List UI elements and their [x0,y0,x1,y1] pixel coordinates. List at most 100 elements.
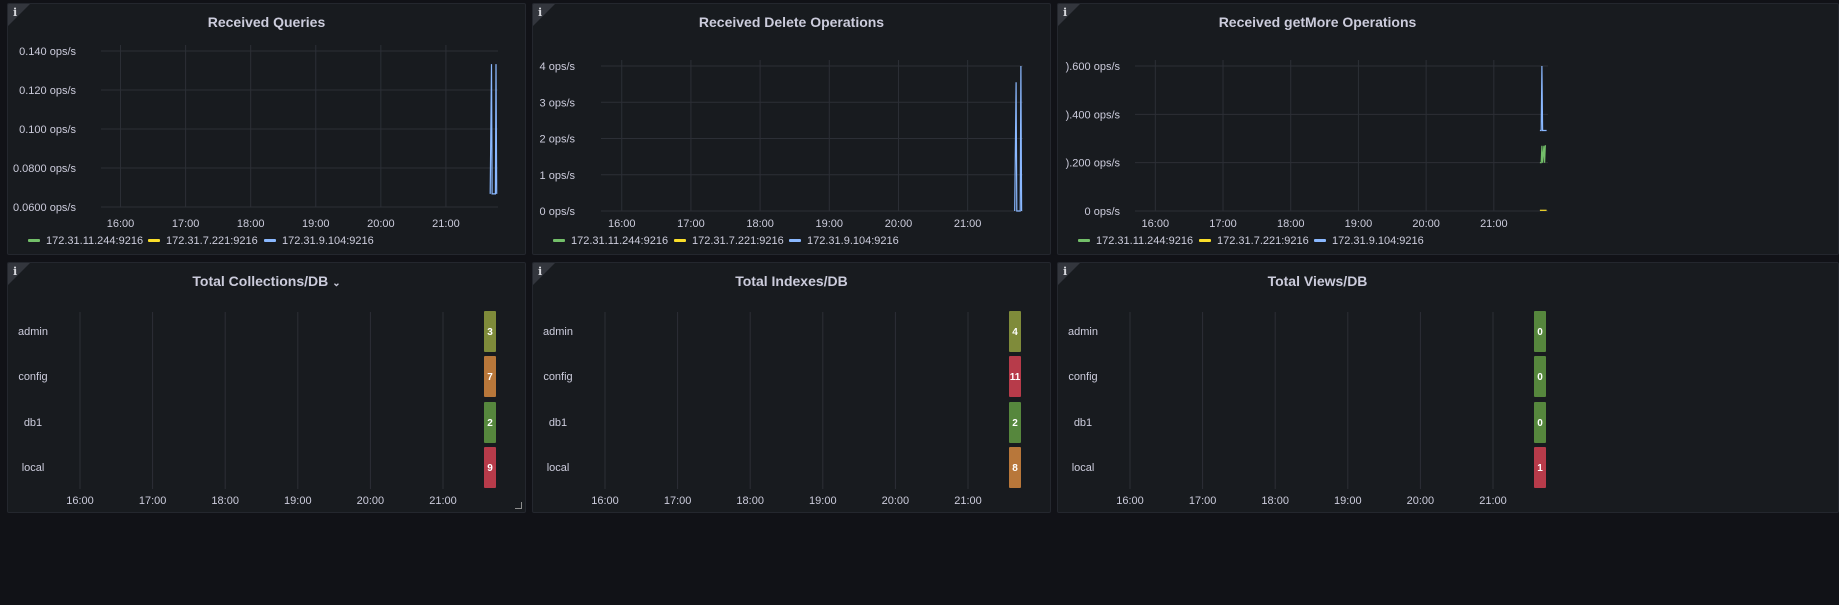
x-tick-label: 19:00 [1345,218,1373,230]
legend-swatch [1314,239,1326,242]
row-label: admin [1068,326,1098,338]
value-label: 9 [487,463,493,474]
x-tick-label: 19:00 [284,495,312,507]
x-tick-label: 16:00 [1116,495,1144,507]
x-tick-label: 17:00 [139,495,167,507]
y-tick-label: 0.100 ops/s [19,124,76,136]
x-tick-label: 18:00 [746,218,774,230]
x-tick-label: 20:00 [885,218,913,230]
x-tick-label: 18:00 [1261,495,1289,507]
x-tick-label: 20:00 [367,218,395,230]
panel-title-text[interactable]: Total Collections/DB [192,273,329,289]
x-tick-label: 17:00 [677,218,705,230]
x-tick-label: 19:00 [1334,495,1362,507]
row-label: local [547,462,570,474]
status-history-chart: 16:00 17:00 18:00 19:00 20:00 21:00 admin 3 conf… [18,311,496,507]
info-icon[interactable]: i [13,265,18,278]
row-label: local [22,462,45,474]
value-label: 2 [487,418,493,429]
legend-label: 172.31.11.244:9216 [571,235,668,247]
value-cell [1534,356,1546,397]
info-icon[interactable]: i [13,6,18,19]
legend-swatch [148,239,160,242]
row-label: config [1068,371,1097,383]
info-corner[interactable] [533,4,555,26]
value-label: 1 [1537,463,1543,474]
info-corner[interactable] [1058,4,1080,26]
panel-total-collections-db[interactable]: i Total Collections/DB ⌄ 16:00 17:00 18:00 1… [7,262,526,513]
timeseries-chart: ).600 ops/s).400 ops/s).200 ops/s 0 ops/s… [1066,60,1548,247]
x-tick-label: 16:00 [608,218,636,230]
series-line [1014,65,1023,212]
y-tick-label: ).400 ops/s [1066,109,1121,121]
legend-swatch [553,239,565,242]
legend-label: 172.31.9.104:9216 [807,235,899,247]
panel-title[interactable]: Total Collections/DB ⌄ [8,273,525,289]
info-corner[interactable] [8,4,30,26]
y-tick-label: 1 ops/s [540,170,576,182]
value-label: 0 [1537,418,1543,429]
row-label: admin [18,326,48,338]
value-label: 4 [1012,327,1018,338]
chevron-down-icon[interactable]: ⌄ [332,278,341,289]
panel-title[interactable]: Received getMore Operations [1218,14,1417,30]
timeseries-chart: 4 ops/s 3 ops/s 2 ops/s 1 ops/s 0 ops/s 16:00… [540,60,1023,247]
panel-total-indexes-db[interactable]: i Total Indexes/DB 16:00 17:00 18:00 19:00 2… [532,262,1051,513]
y-tick-label: 0.120 ops/s [19,85,76,97]
x-tick-label: 21:00 [429,495,457,507]
row-label: db1 [1074,417,1092,429]
x-tick-label: 18:00 [736,495,764,507]
series-line [1539,145,1546,164]
panel-title[interactable]: Received Delete Operations [698,14,885,30]
row-label: admin [543,326,573,338]
x-tick-label: 17:00 [1189,495,1217,507]
x-tick-label: 17:00 [664,495,692,507]
resize-handle[interactable] [515,502,522,509]
value-cell [1009,402,1021,443]
series-line [1539,65,1547,132]
x-tick-label: 19:00 [809,495,837,507]
y-tick-label: 3 ops/s [540,97,576,109]
info-corner[interactable] [1058,263,1080,285]
value-cell [484,447,496,488]
value-label: 11 [1010,372,1021,383]
info-icon[interactable]: i [1063,6,1068,19]
panel-title[interactable]: Total Views/DB [1267,273,1368,289]
status-history-chart: 16:00 17:00 18:00 19:00 20:00 21:00 admin 0 conf… [1068,311,1546,507]
x-tick-label: 16:00 [66,495,94,507]
value-cell [1009,447,1021,488]
x-tick-label: 16:00 [591,495,619,507]
x-tick-label: 18:00 [1277,218,1305,230]
value-cell [484,402,496,443]
series-line [489,64,498,195]
value-cell [484,356,496,397]
panel-title[interactable]: Received Queries [207,14,326,30]
x-tick-label: 20:00 [882,495,910,507]
value-cell [1009,311,1021,352]
legend-swatch [1078,239,1090,242]
panel-received-delete-operations[interactable]: i Received Delete Operations 4 ops/s 3 op… [532,3,1051,255]
panel-total-views-db[interactable]: i Total Views/DB 16:00 17:00 18:00 19:00 20:… [1057,262,1839,513]
info-corner[interactable] [533,263,555,285]
legend-label: 172.31.11.244:9216 [46,235,143,247]
x-tick-label: 19:00 [816,218,844,230]
legend-swatch [28,239,40,242]
legend-label: 172.31.7.221:9216 [692,235,784,247]
info-icon[interactable]: i [538,6,543,19]
y-tick-label: ).200 ops/s [1066,158,1121,170]
legend-swatch [264,239,276,242]
value-label: 2 [1012,418,1018,429]
x-tick-label: 21:00 [1479,495,1507,507]
panel-received-getmore-operations[interactable]: i Received getMore Operations ).600 ops/… [1057,3,1839,255]
panel-received-queries[interactable]: i Received Queries 0.140 ops/s 0.120 ops/… [7,3,526,255]
legend-label: 172.31.7.221:9216 [166,235,258,247]
value-label: 8 [1012,463,1018,474]
x-tick-label: 21:00 [954,218,982,230]
info-icon[interactable]: i [538,265,543,278]
info-corner[interactable] [8,263,30,285]
x-tick-label: 20:00 [1412,218,1440,230]
info-icon[interactable]: i [1063,265,1068,278]
y-tick-label: 2 ops/s [540,134,576,146]
y-tick-label: 0.0600 ops/s [13,202,76,214]
panel-title[interactable]: Total Indexes/DB [735,273,848,289]
